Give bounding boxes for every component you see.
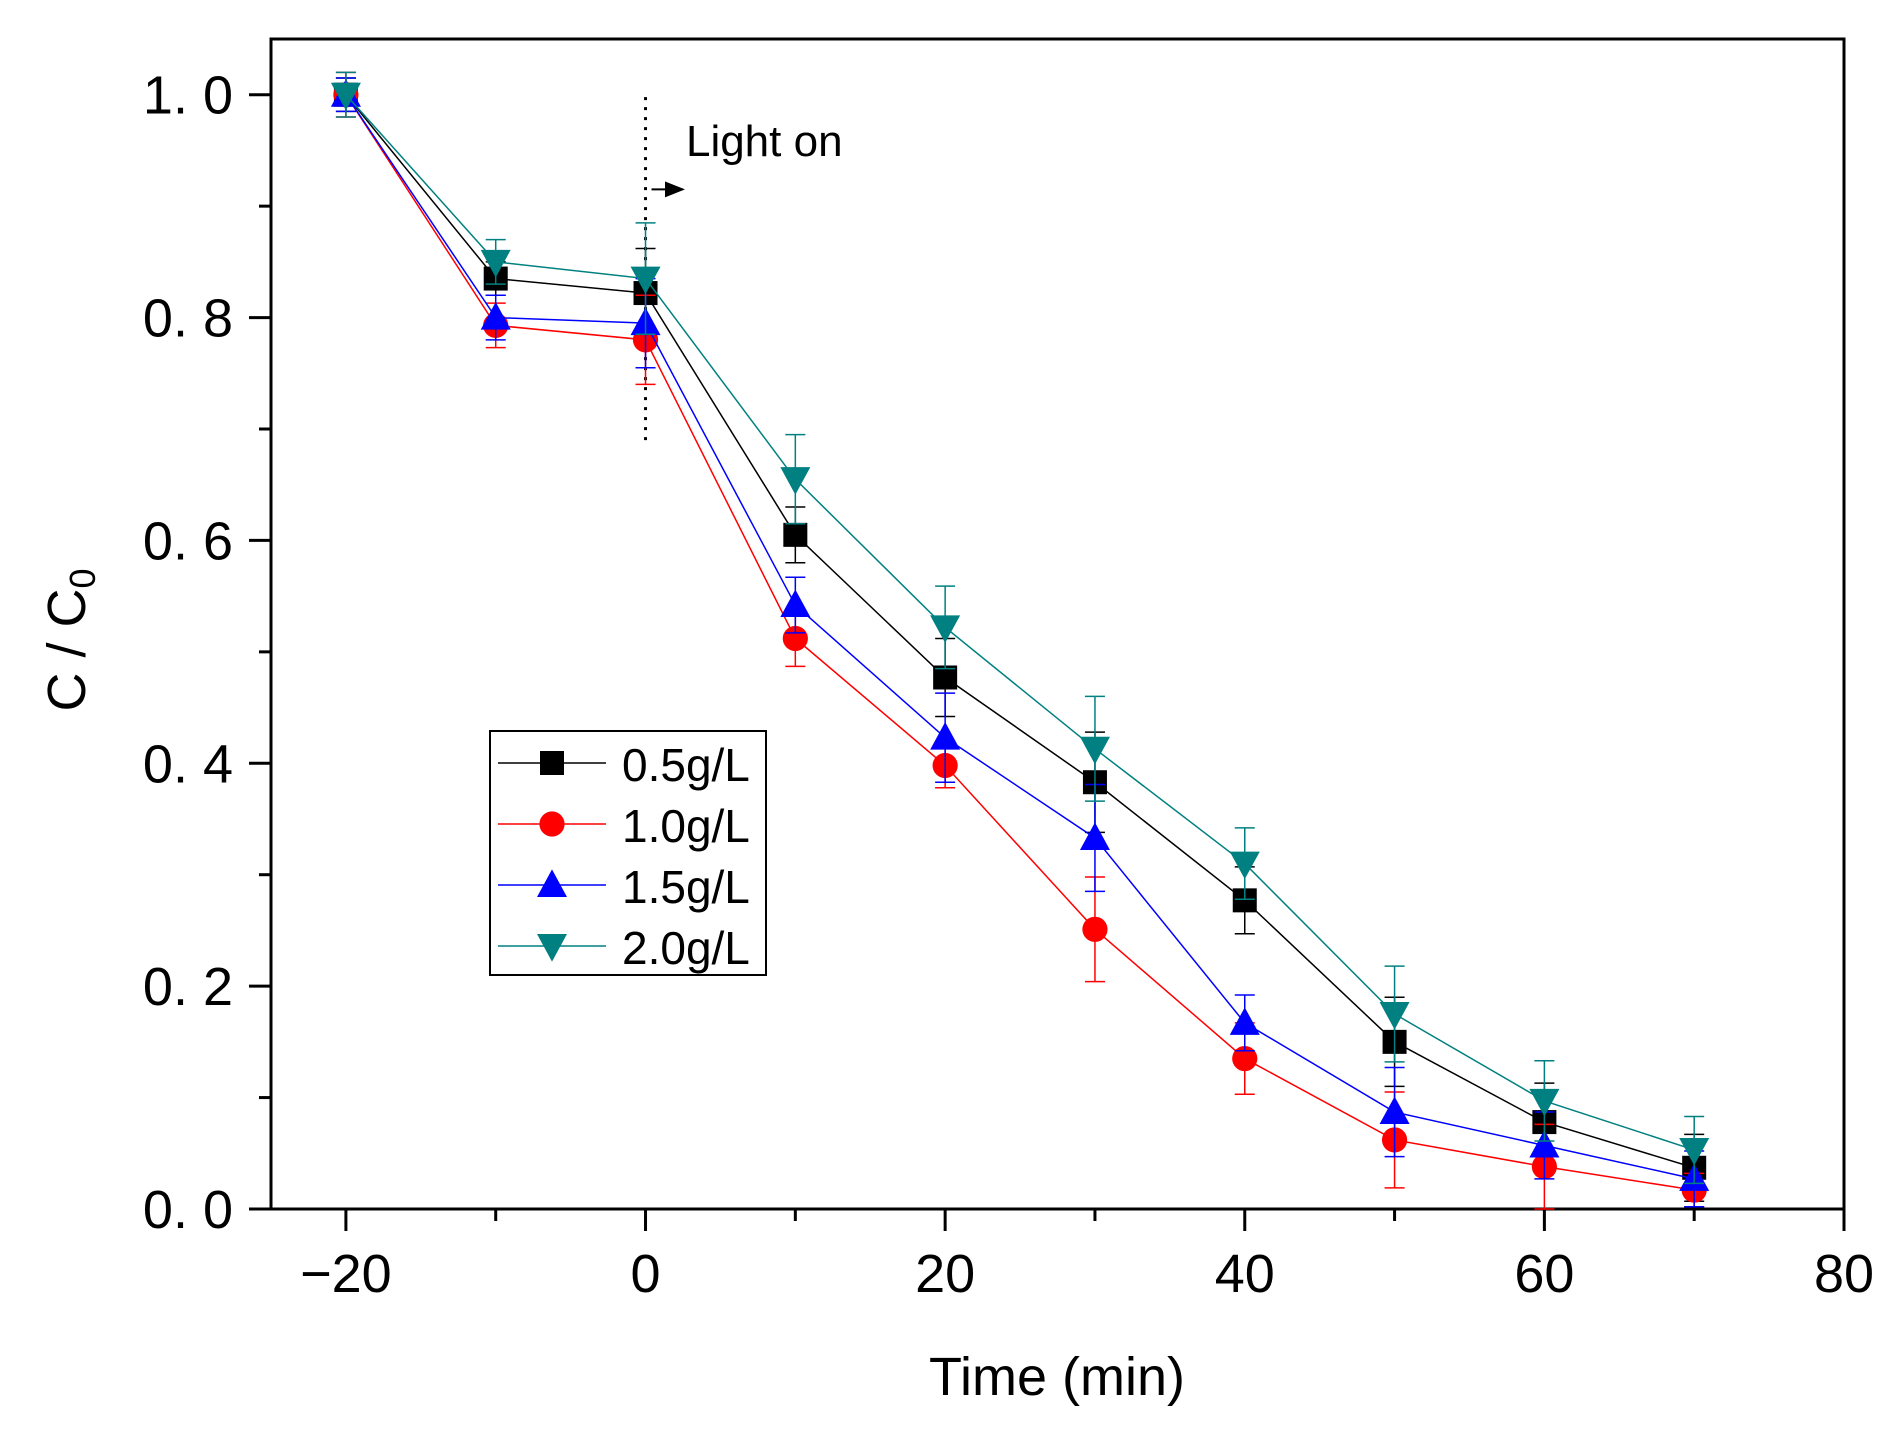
y-axis-label-main: C / C bbox=[37, 589, 97, 712]
marker-circle bbox=[1082, 916, 1108, 942]
x-tick-label: 20 bbox=[915, 1244, 975, 1304]
y-tick-label: 0. 8 bbox=[143, 289, 233, 349]
marker-triangle-down bbox=[537, 934, 567, 962]
marker-triangle-up bbox=[780, 589, 811, 618]
x-tick-label: 80 bbox=[1814, 1244, 1874, 1304]
series-line bbox=[345, 94, 1695, 1191]
marker-triangle-down bbox=[330, 82, 361, 111]
marker-triangle-down bbox=[480, 249, 511, 278]
marker-square bbox=[540, 751, 564, 775]
y-tick-label: 0. 6 bbox=[143, 511, 233, 571]
marker-triangle-down bbox=[1679, 1137, 1710, 1166]
marker-triangle-down bbox=[630, 266, 661, 295]
x-tick-label: 60 bbox=[1514, 1244, 1574, 1304]
series-1.5g/L bbox=[330, 77, 1710, 1208]
y-tick-label: 0. 2 bbox=[143, 957, 233, 1017]
legend-label: 1.0g/L bbox=[622, 800, 750, 852]
legend-box bbox=[489, 730, 767, 976]
marker-triangle-up bbox=[1229, 1007, 1260, 1035]
marker-triangle-up bbox=[1529, 1129, 1560, 1158]
legend-label: 2.0g/L bbox=[622, 922, 750, 974]
series-2.0g/L bbox=[330, 71, 1710, 1185]
series-1.0g/L bbox=[333, 71, 1707, 1210]
marker-triangle-up bbox=[1079, 822, 1110, 850]
marker-triangle-up bbox=[480, 301, 511, 330]
y-axis-label-sub: 0 bbox=[62, 568, 103, 588]
y-tick-label: 0. 0 bbox=[143, 1180, 233, 1240]
series-line bbox=[345, 94, 1695, 1180]
plot-frame bbox=[269, 37, 1846, 1211]
marker-triangle-down bbox=[1379, 1002, 1410, 1030]
legend: 0.5g/L 1.0g/L 1.5g/L 2.0g/L bbox=[489, 730, 767, 976]
legend-item-0.5g/L: 0.5g/L bbox=[498, 739, 750, 791]
legend-item-1.5g/L: 1.5g/L bbox=[498, 861, 750, 913]
legend-label: 1.5g/L bbox=[622, 861, 750, 913]
legend-item-1.0g/L: 1.0g/L bbox=[498, 800, 750, 852]
annotation-light-on: Light on bbox=[686, 117, 843, 166]
marker-triangle-down bbox=[1529, 1088, 1560, 1117]
series-0.5g/L bbox=[333, 77, 1707, 1202]
marker-triangle-down bbox=[1229, 851, 1260, 880]
marker-triangle-down bbox=[780, 467, 811, 495]
series-line bbox=[345, 94, 1695, 1169]
marker-circle bbox=[1232, 1045, 1258, 1072]
series-line bbox=[345, 94, 1695, 1151]
marker-triangle-up bbox=[930, 722, 961, 750]
marker-square bbox=[783, 522, 808, 547]
marker-triangle-down bbox=[1079, 736, 1110, 765]
marker-square bbox=[933, 665, 958, 690]
legend-label: 0.5g/L bbox=[622, 739, 750, 791]
legend-item-2.0g/L: 2.0g/L bbox=[498, 922, 750, 974]
y-tick-label: 0. 4 bbox=[143, 734, 233, 794]
y-axis-label: C / C0 bbox=[37, 568, 103, 711]
x-tick-label: 0 bbox=[631, 1244, 661, 1304]
marker-triangle-up bbox=[1379, 1096, 1410, 1125]
x-tick-label: 40 bbox=[1215, 1244, 1275, 1304]
marker-circle bbox=[539, 811, 565, 837]
marker-triangle-up bbox=[537, 869, 567, 897]
marker-triangle-down bbox=[930, 615, 961, 643]
x-tick-label: −20 bbox=[300, 1244, 392, 1304]
y-tick-label: 1. 0 bbox=[143, 66, 233, 126]
x-axis-label: Time (min) bbox=[929, 1347, 1185, 1407]
